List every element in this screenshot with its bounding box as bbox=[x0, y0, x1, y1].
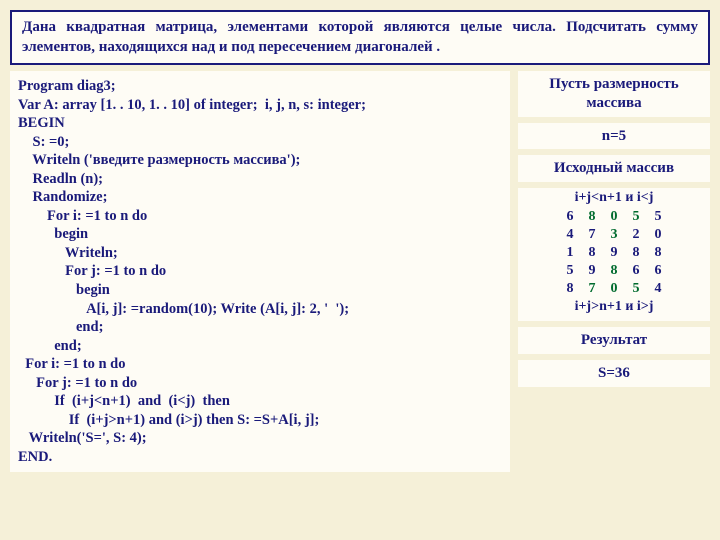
problem-text: Дана квадратная матрица, элементами кото… bbox=[22, 18, 698, 57]
condition-top: i+j<n+1 и i<j bbox=[520, 190, 708, 206]
code-listing: Program diag3; Var A: array [1. . 10, 1.… bbox=[10, 71, 510, 472]
matrix-cell: 0 bbox=[603, 208, 625, 226]
matrix-cell: 5 bbox=[625, 208, 647, 226]
matrix-cell: 8 bbox=[581, 244, 603, 262]
main-content: Program diag3; Var A: array [1. . 10, 1.… bbox=[10, 71, 710, 472]
matrix-cell: 4 bbox=[647, 280, 669, 298]
matrix-display: i+j<n+1 и i<j 6805547320189885986687054 … bbox=[518, 188, 710, 321]
result-value: S=36 bbox=[518, 360, 710, 387]
condition-bottom: i+j>n+1 и i>j bbox=[520, 299, 708, 315]
matrix-cell: 0 bbox=[647, 226, 669, 244]
matrix-cell: 9 bbox=[603, 244, 625, 262]
matrix-cell: 5 bbox=[625, 280, 647, 298]
matrix-cell: 8 bbox=[581, 208, 603, 226]
dimension-value: n=5 bbox=[518, 123, 710, 150]
result-label: Результат bbox=[518, 327, 710, 354]
matrix-cell: 2 bbox=[625, 226, 647, 244]
matrix-cell: 6 bbox=[625, 262, 647, 280]
matrix-cell: 7 bbox=[581, 226, 603, 244]
matrix-cell: 8 bbox=[559, 280, 581, 298]
matrix-cell: 1 bbox=[559, 244, 581, 262]
matrix-cell: 8 bbox=[625, 244, 647, 262]
matrix-cell: 8 bbox=[603, 262, 625, 280]
matrix-cell: 5 bbox=[647, 208, 669, 226]
source-array-label: Исходный массив bbox=[518, 155, 710, 182]
matrix-cell: 0 bbox=[603, 280, 625, 298]
matrix-cell: 5 bbox=[559, 262, 581, 280]
matrix-cell: 8 bbox=[647, 244, 669, 262]
matrix-cell: 4 bbox=[559, 226, 581, 244]
matrix-cell: 7 bbox=[581, 280, 603, 298]
matrix-cell: 3 bbox=[603, 226, 625, 244]
matrix-cell: 6 bbox=[647, 262, 669, 280]
problem-statement: Дана квадратная матрица, элементами кото… bbox=[10, 10, 710, 65]
matrix-cell: 9 bbox=[581, 262, 603, 280]
right-column: Пусть размерность массива n=5 Исходный м… bbox=[518, 71, 710, 472]
dimension-label: Пусть размерность массива bbox=[518, 71, 710, 117]
matrix-cell: 6 bbox=[559, 208, 581, 226]
matrix-grid: 6805547320189885986687054 bbox=[520, 208, 708, 298]
